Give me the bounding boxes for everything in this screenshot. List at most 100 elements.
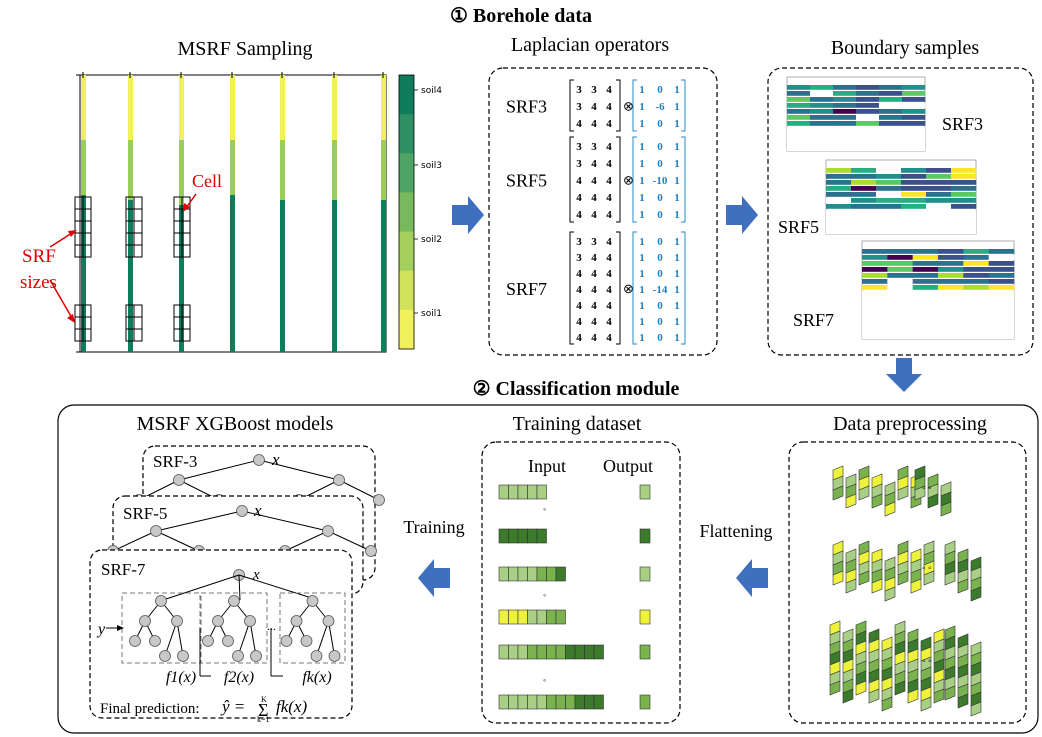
arrow-preprocessing-to-dataset xyxy=(736,559,768,597)
dataset-input-cell xyxy=(555,566,566,582)
heat-cell xyxy=(826,180,852,185)
boundary-heatmap-srf3 xyxy=(786,76,926,152)
kernel-cell: 0 xyxy=(657,141,663,153)
prep-cell xyxy=(858,485,870,501)
prep-block-srf3-b xyxy=(914,465,952,517)
heat-cell xyxy=(926,180,952,185)
dataset-input-cell xyxy=(508,694,519,710)
heat-cell xyxy=(851,180,877,185)
input-cell: 4 xyxy=(576,300,582,312)
srf-cell xyxy=(181,244,191,258)
heat-cell xyxy=(862,285,888,290)
heat-cell xyxy=(851,204,877,209)
heat-cell xyxy=(833,115,857,120)
heat-cell xyxy=(938,267,964,272)
heat-cell xyxy=(856,103,880,108)
input-cell: 3 xyxy=(576,158,582,170)
dataset-input-cell xyxy=(527,694,538,710)
dataset-output-cell xyxy=(639,484,651,500)
input-cell: 3 xyxy=(591,84,597,96)
borehole-1-soil2 xyxy=(81,140,86,195)
y-input-label: y xyxy=(96,621,106,638)
input-cell: 4 xyxy=(606,141,612,153)
heat-cell xyxy=(879,103,903,108)
heat-cell xyxy=(951,168,977,173)
input-cell: 4 xyxy=(606,316,612,328)
borehole-1-soil4 xyxy=(81,195,86,352)
heat-cell xyxy=(862,267,888,272)
kernel-bracket-left xyxy=(632,79,637,132)
kernel-cell: 1 xyxy=(639,118,645,130)
srf-cell xyxy=(133,244,143,258)
tree-edge xyxy=(327,530,372,552)
heat-cell xyxy=(826,174,852,179)
kernel-cell: -10 xyxy=(653,175,668,187)
heat-cell xyxy=(887,255,913,260)
prep-cell xyxy=(845,578,857,594)
subtree-node xyxy=(328,650,341,662)
preprocessing-box xyxy=(788,441,1027,724)
colorbar-label-soil4: soil4 xyxy=(421,86,442,96)
kernel-bracket-left xyxy=(632,231,637,345)
flattening-label: Flattening xyxy=(700,521,773,541)
dataset-input-cell xyxy=(574,694,585,710)
borehole-3-soil2 xyxy=(179,140,184,205)
dataset-input-cell xyxy=(527,644,538,660)
input-cell: 4 xyxy=(591,118,597,130)
kernel-cell: 1 xyxy=(639,252,645,264)
kernel-cell: 1 xyxy=(639,209,645,221)
heat-blank xyxy=(787,127,925,151)
srf-cell xyxy=(181,328,191,342)
input-cell: 3 xyxy=(591,236,597,248)
borehole-columns xyxy=(81,75,386,352)
kernel-cell: 1 xyxy=(639,158,645,170)
prep-cell xyxy=(832,485,844,501)
subtree-ellipsis: ... xyxy=(267,619,276,633)
prep-cell xyxy=(914,485,926,501)
subtree-node xyxy=(232,650,244,662)
heat-cell xyxy=(926,198,952,203)
prep-cell xyxy=(842,688,854,704)
heat-cell xyxy=(862,255,888,260)
tree-edge xyxy=(155,530,200,552)
dataset-output-cell xyxy=(639,528,651,544)
tree-edge xyxy=(284,530,329,552)
boundary-label-srf7: SRF7 xyxy=(793,310,834,330)
heat-cell xyxy=(901,204,927,209)
heat-cell xyxy=(951,204,977,209)
srf-cell xyxy=(133,304,143,318)
tree-edge xyxy=(112,530,157,552)
heat-cell xyxy=(787,109,811,114)
prediction-sum-symbol: Σ xyxy=(258,700,268,720)
kernel-cell: 1 xyxy=(674,300,680,312)
dataset-input-cell xyxy=(498,566,509,582)
dataset-input-cell xyxy=(498,694,509,710)
heat-cell xyxy=(856,109,880,114)
tree-node xyxy=(173,474,185,486)
prep-cell xyxy=(944,570,956,586)
sum-lower-limit: k=1 xyxy=(257,715,270,724)
input-cell: 4 xyxy=(606,175,612,187)
kernel-bracket-right xyxy=(681,136,686,223)
subtree-node xyxy=(300,635,313,647)
boundary-label-srf3: SRF3 xyxy=(942,114,983,134)
arrow-down-to-preprocessing xyxy=(886,358,922,392)
borehole-6-soil4 xyxy=(332,200,337,352)
heat-cell xyxy=(876,204,902,209)
dataset-input-cell xyxy=(517,644,528,660)
dataset-input-cell xyxy=(536,609,547,625)
borehole-7-soil1 xyxy=(381,75,386,140)
kernel-cell: 1 xyxy=(639,332,645,344)
heat-cell xyxy=(902,115,926,120)
colorbar-segment xyxy=(399,309,414,350)
heat-cell xyxy=(901,192,927,197)
prep-cell xyxy=(970,586,982,602)
training-label: Training xyxy=(403,517,464,537)
input-cell: 4 xyxy=(606,118,612,130)
arrow-dataset-to-models xyxy=(418,559,450,597)
heat-cell xyxy=(926,168,952,173)
kernel-cell: 0 xyxy=(657,158,663,170)
borehole-5-soil1 xyxy=(280,75,285,140)
dataset-dots: ◦ xyxy=(543,590,546,600)
